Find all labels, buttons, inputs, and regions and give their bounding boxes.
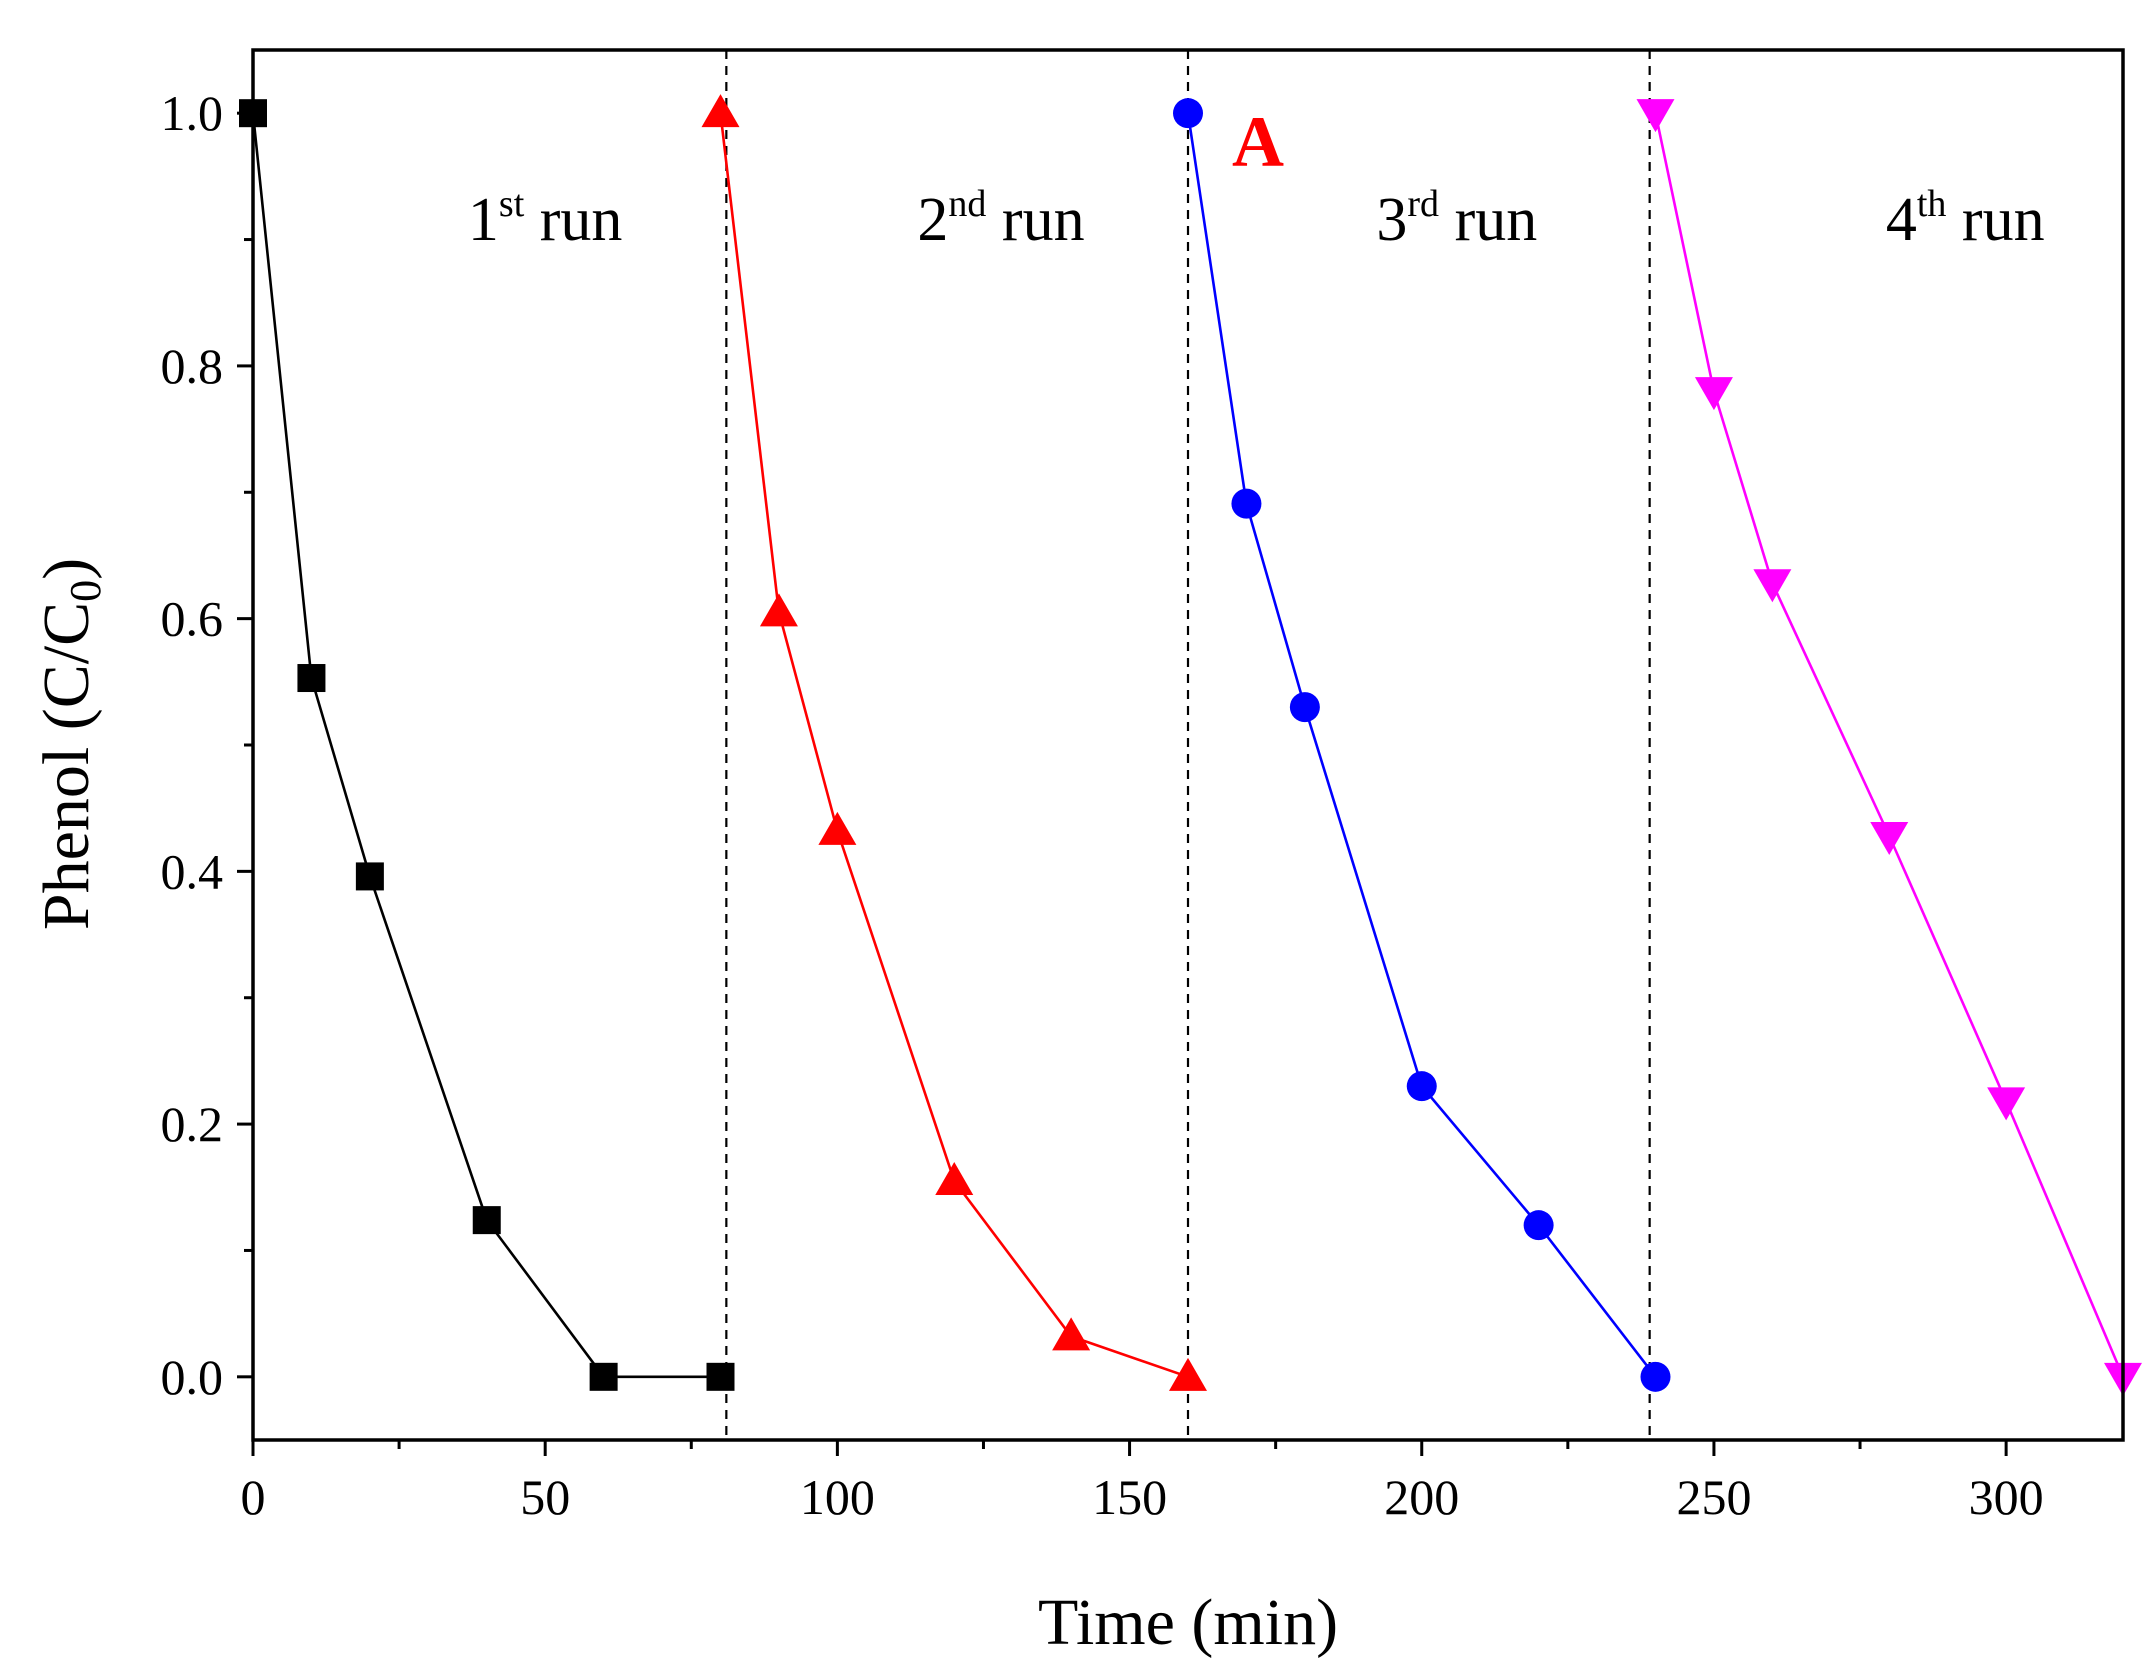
series-line-1 bbox=[251, 113, 721, 1379]
data-point-s2-6 bbox=[1169, 1357, 1207, 1391]
run-label-number: 4 bbox=[1886, 186, 1917, 254]
x-axis-title: Time (min) bbox=[1038, 1586, 1338, 1659]
run-label-2: 2nd run bbox=[917, 183, 1084, 254]
data-point-s2-4 bbox=[935, 1161, 974, 1195]
run-label-ordinal: th bbox=[1917, 183, 1947, 225]
run-label-ordinal: st bbox=[499, 183, 525, 225]
data-point-s3-1 bbox=[1173, 98, 1203, 129]
data-point-s3-5 bbox=[1523, 1210, 1554, 1241]
data-point-s4-5 bbox=[1987, 1087, 2026, 1121]
axes-layer: 0 50 100 150 200 250 300 0.0 0.2 0.4 0.6 0.8 1.0 bbox=[161, 48, 2125, 1525]
run-label-word: run bbox=[1946, 186, 2044, 254]
data-point-s2-1 bbox=[701, 94, 740, 128]
data-point-s1-6 bbox=[706, 1362, 735, 1391]
run-label-word: run bbox=[524, 186, 622, 254]
run-label-1: 1st run bbox=[468, 183, 623, 254]
run-label-number: 2 bbox=[917, 186, 948, 254]
run-label-word: run bbox=[1439, 186, 1537, 254]
run-label-number: 1 bbox=[468, 186, 499, 254]
run-separators bbox=[725, 50, 1651, 1440]
series-line-4 bbox=[1654, 112, 2125, 1378]
y-tick-label: 0.0 bbox=[161, 1349, 224, 1405]
x-tick-label: 200 bbox=[1384, 1469, 1459, 1525]
x-tick-label: 0 bbox=[241, 1469, 266, 1525]
data-point-s2-5 bbox=[1052, 1317, 1091, 1351]
y-axis-title-close: ) bbox=[30, 558, 103, 580]
series-layer bbox=[239, 94, 2142, 1396]
data-point-s3-4 bbox=[1406, 1071, 1437, 1102]
data-point-s1-2 bbox=[297, 664, 326, 693]
labels-layer: 1st run 2nd run 3rd run 4th run bbox=[468, 183, 2045, 254]
run-label-ordinal: rd bbox=[1407, 183, 1439, 225]
x-tick-label: 250 bbox=[1676, 1469, 1751, 1525]
run-label-3: 3rd run bbox=[1376, 183, 1537, 254]
data-point-s1-3 bbox=[355, 862, 384, 891]
data-point-s4-1 bbox=[1636, 99, 1675, 133]
data-point-s2-3 bbox=[818, 811, 857, 845]
x-tick-label: 300 bbox=[1969, 1469, 2044, 1525]
series-line-2 bbox=[719, 113, 1189, 1379]
data-point-s1-4 bbox=[472, 1206, 501, 1235]
data-point-s3-6 bbox=[1640, 1361, 1671, 1392]
y-tick-label: 0.2 bbox=[161, 1096, 224, 1152]
data-point-s4-2 bbox=[1694, 377, 1733, 411]
y-tick-label: 0.6 bbox=[161, 591, 224, 647]
run-label-ordinal: nd bbox=[948, 183, 986, 225]
data-point-s3-3 bbox=[1289, 692, 1320, 723]
y-tick-label: 0.8 bbox=[161, 338, 224, 394]
y-axis-title-sub: 0 bbox=[61, 580, 110, 602]
x-tick-label: 50 bbox=[520, 1469, 570, 1525]
y-axis-title-main: Phenol (C/C bbox=[30, 602, 103, 930]
y-tick-label: 1.0 bbox=[161, 85, 224, 141]
data-point-s1-5 bbox=[589, 1362, 618, 1391]
run-label-4: 4th run bbox=[1886, 183, 2045, 254]
data-point-s4-3 bbox=[1753, 569, 1792, 603]
data-point-s3-2 bbox=[1231, 488, 1262, 519]
data-point-s2-2 bbox=[759, 593, 798, 627]
x-tick-label: 150 bbox=[1092, 1469, 1167, 1525]
x-tick-label: 100 bbox=[800, 1469, 875, 1525]
y-axis-title: Phenol (C/C0) bbox=[30, 558, 110, 930]
panel-label: A bbox=[1232, 102, 1284, 182]
run-label-number: 3 bbox=[1376, 186, 1407, 254]
y-tick-label: 0.4 bbox=[161, 843, 224, 899]
run-label-word: run bbox=[986, 186, 1084, 254]
series-line-3 bbox=[1186, 113, 1657, 1378]
data-point-s4-4 bbox=[1870, 821, 1909, 855]
